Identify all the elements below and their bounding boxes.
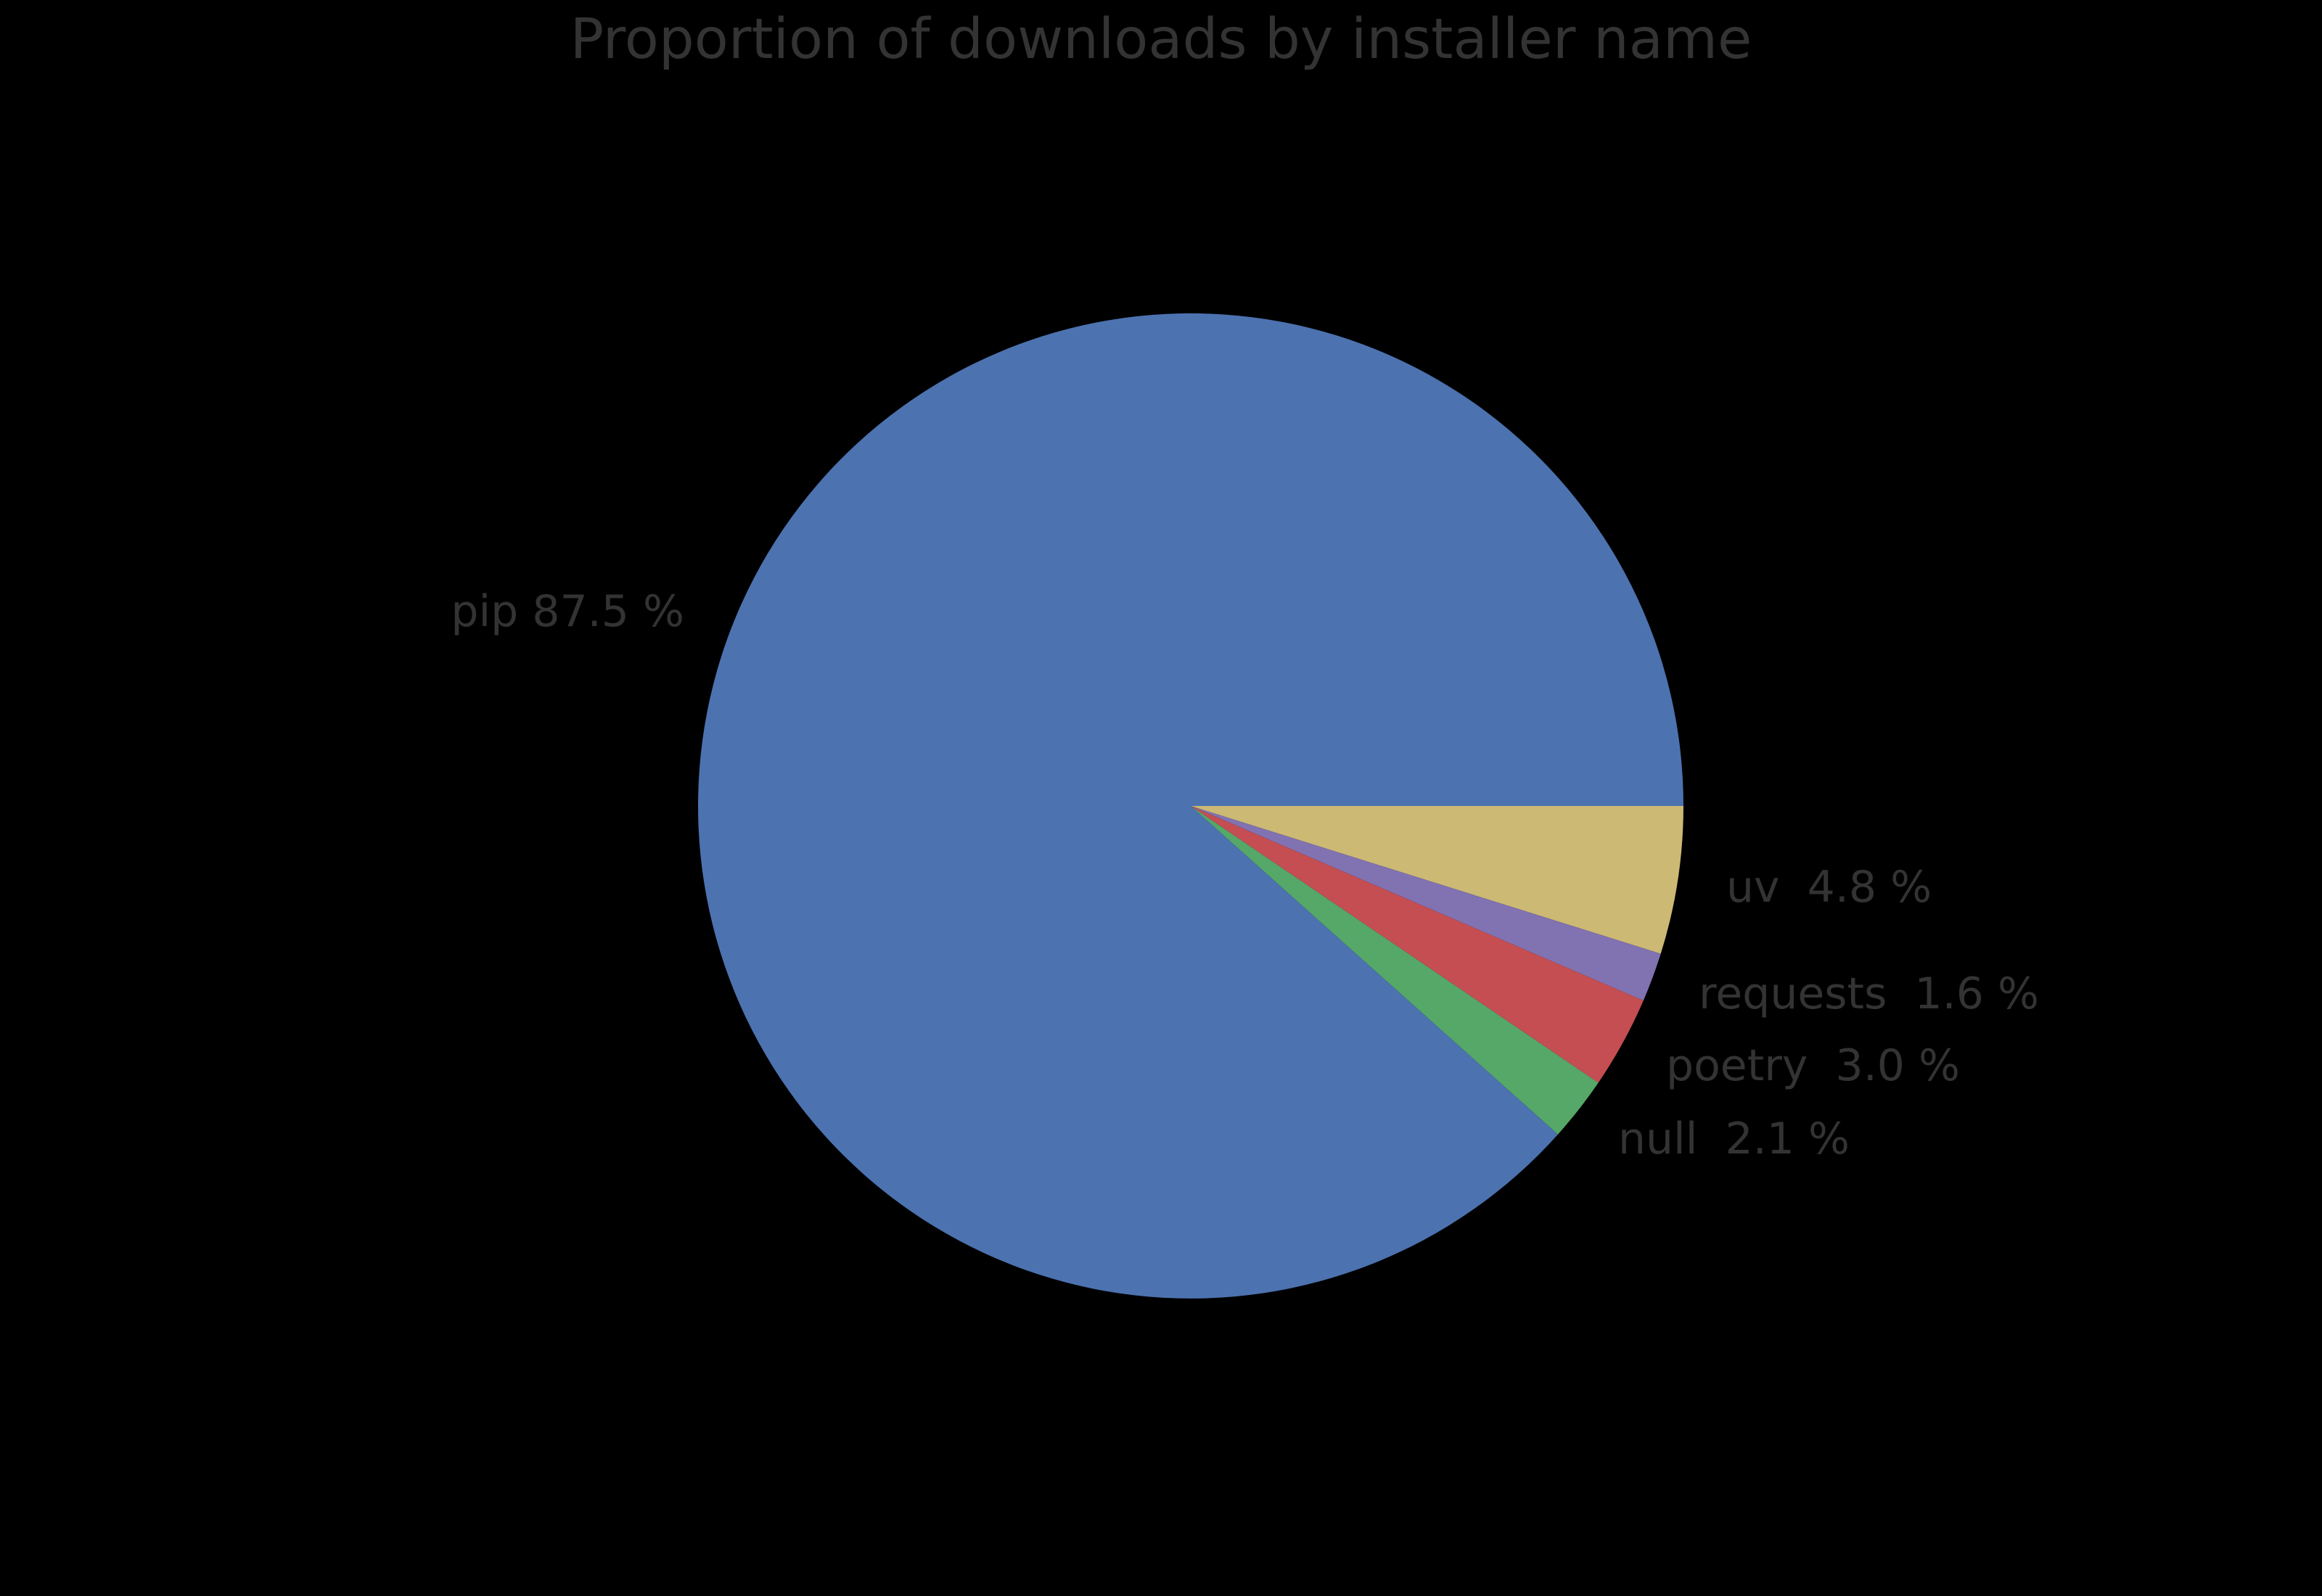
pie-slice-uv (1191, 806, 1683, 954)
pie-slice-pip (698, 313, 1683, 1299)
pie-slice-requests (1191, 806, 1661, 1001)
chart-title: Proportion of downloads by installer nam… (570, 7, 1752, 72)
pie-slice-null (1191, 806, 1599, 1135)
pie-slice-poetry (1191, 806, 1644, 1083)
